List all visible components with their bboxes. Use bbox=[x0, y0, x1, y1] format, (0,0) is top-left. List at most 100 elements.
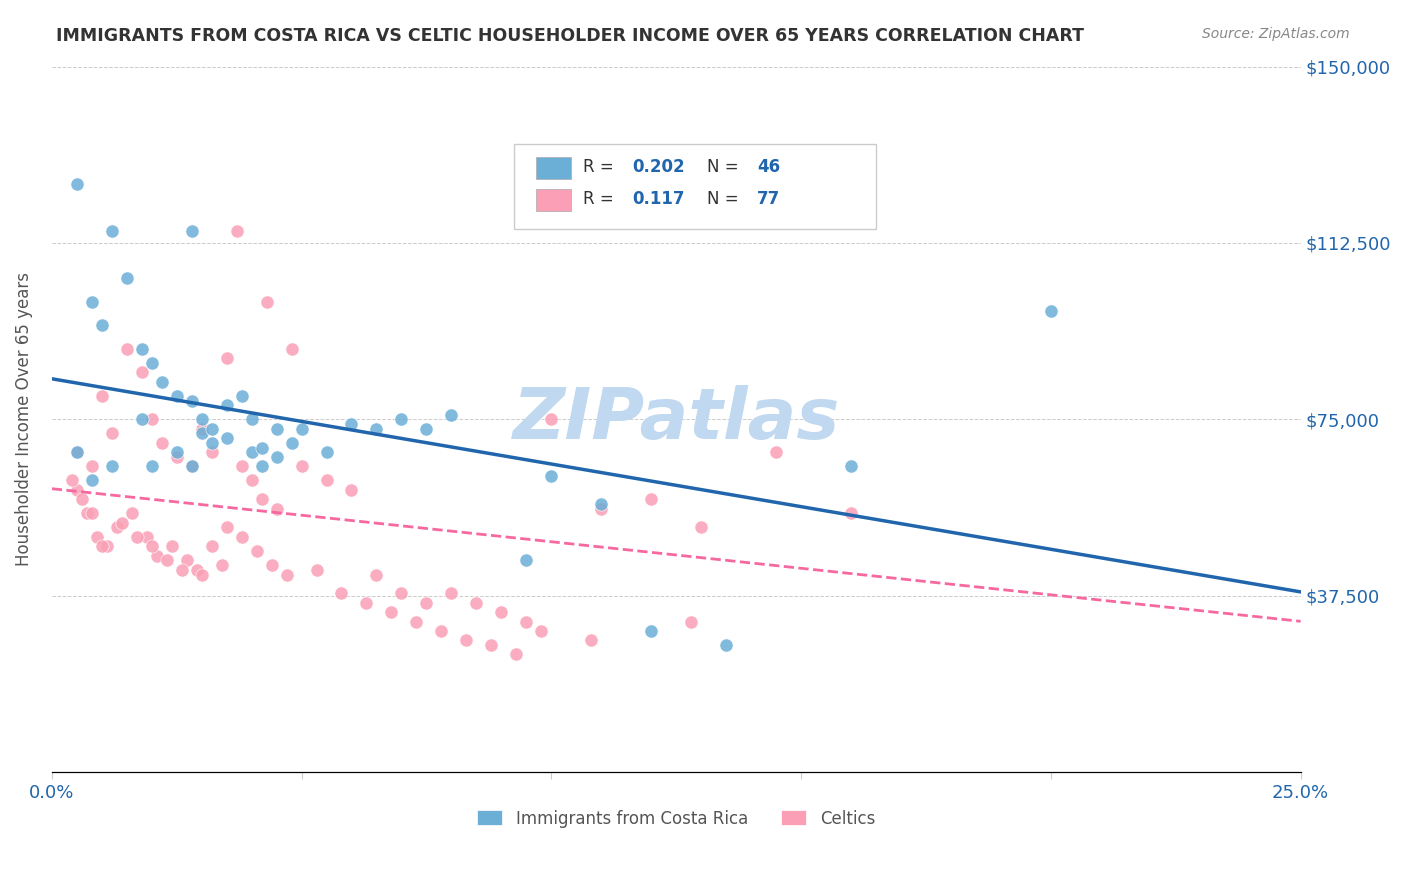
Text: N =: N = bbox=[707, 158, 744, 176]
Point bbox=[276, 567, 298, 582]
Point bbox=[80, 459, 103, 474]
Point bbox=[581, 633, 603, 648]
Point bbox=[250, 459, 273, 474]
Point bbox=[215, 520, 238, 534]
Point bbox=[131, 365, 153, 379]
Point bbox=[839, 459, 862, 474]
Point bbox=[150, 375, 173, 389]
Point bbox=[356, 596, 378, 610]
Point bbox=[90, 389, 112, 403]
Point bbox=[839, 507, 862, 521]
Point bbox=[391, 586, 413, 600]
Text: 77: 77 bbox=[758, 190, 780, 208]
Point bbox=[125, 530, 148, 544]
Point bbox=[366, 567, 388, 582]
Point bbox=[250, 441, 273, 455]
Point bbox=[530, 624, 553, 638]
Point bbox=[166, 450, 188, 464]
Legend: Immigrants from Costa Rica, Celtics: Immigrants from Costa Rica, Celtics bbox=[471, 803, 882, 834]
Point bbox=[180, 459, 202, 474]
Point bbox=[256, 294, 278, 309]
Point bbox=[1039, 304, 1062, 318]
Point bbox=[66, 445, 89, 459]
Text: 0.117: 0.117 bbox=[633, 190, 685, 208]
Point bbox=[240, 412, 263, 426]
Point bbox=[231, 530, 253, 544]
Point bbox=[66, 177, 89, 191]
Point bbox=[465, 596, 488, 610]
Point bbox=[145, 549, 167, 563]
Point bbox=[391, 412, 413, 426]
Point bbox=[240, 445, 263, 459]
Y-axis label: Householder Income Over 65 years: Householder Income Over 65 years bbox=[15, 272, 32, 566]
Text: ZIPatlas: ZIPatlas bbox=[513, 384, 839, 454]
Point bbox=[266, 450, 288, 464]
Point bbox=[180, 459, 202, 474]
Point bbox=[330, 586, 353, 600]
Point bbox=[505, 648, 527, 662]
Point bbox=[340, 483, 363, 497]
Point bbox=[305, 563, 328, 577]
Point bbox=[240, 474, 263, 488]
Text: Source: ZipAtlas.com: Source: ZipAtlas.com bbox=[1202, 27, 1350, 41]
Point bbox=[86, 530, 108, 544]
Point bbox=[70, 492, 93, 507]
Point bbox=[315, 474, 337, 488]
Text: N =: N = bbox=[707, 190, 744, 208]
Point bbox=[215, 431, 238, 445]
Point bbox=[245, 544, 267, 558]
Point bbox=[380, 605, 402, 619]
Point bbox=[105, 520, 128, 534]
FancyBboxPatch shape bbox=[536, 157, 571, 179]
Point bbox=[160, 539, 183, 553]
Point bbox=[115, 342, 138, 356]
Point bbox=[440, 408, 463, 422]
Text: 0.202: 0.202 bbox=[633, 158, 685, 176]
Point bbox=[141, 412, 163, 426]
Point bbox=[100, 459, 122, 474]
Point bbox=[515, 615, 537, 629]
Text: R =: R = bbox=[582, 158, 619, 176]
Point bbox=[714, 638, 737, 652]
FancyBboxPatch shape bbox=[536, 188, 571, 211]
Point bbox=[440, 586, 463, 600]
Point bbox=[690, 520, 713, 534]
Point bbox=[60, 474, 83, 488]
Point bbox=[231, 389, 253, 403]
Point bbox=[121, 507, 143, 521]
Point bbox=[115, 271, 138, 285]
Point bbox=[430, 624, 453, 638]
Point bbox=[66, 445, 89, 459]
Point bbox=[201, 445, 224, 459]
Point bbox=[166, 389, 188, 403]
Point bbox=[186, 563, 208, 577]
Point bbox=[540, 412, 562, 426]
Text: IMMIGRANTS FROM COSTA RICA VS CELTIC HOUSEHOLDER INCOME OVER 65 YEARS CORRELATIO: IMMIGRANTS FROM COSTA RICA VS CELTIC HOU… bbox=[56, 27, 1084, 45]
Point bbox=[225, 224, 247, 238]
Point bbox=[180, 224, 202, 238]
Point bbox=[640, 492, 662, 507]
Point bbox=[211, 558, 233, 573]
Point bbox=[170, 563, 193, 577]
Point bbox=[415, 422, 437, 436]
Point bbox=[100, 224, 122, 238]
Point bbox=[166, 445, 188, 459]
Point bbox=[681, 615, 703, 629]
Point bbox=[100, 426, 122, 441]
Point bbox=[80, 507, 103, 521]
Point bbox=[111, 516, 134, 530]
Point bbox=[150, 435, 173, 450]
Point bbox=[190, 422, 212, 436]
Point bbox=[591, 497, 613, 511]
Point bbox=[190, 567, 212, 582]
Point bbox=[515, 553, 537, 567]
Point bbox=[141, 356, 163, 370]
Point bbox=[540, 468, 562, 483]
Point bbox=[266, 422, 288, 436]
Point bbox=[260, 558, 283, 573]
Point bbox=[90, 539, 112, 553]
Point bbox=[201, 435, 224, 450]
Point bbox=[201, 422, 224, 436]
Point bbox=[141, 539, 163, 553]
Point bbox=[80, 294, 103, 309]
